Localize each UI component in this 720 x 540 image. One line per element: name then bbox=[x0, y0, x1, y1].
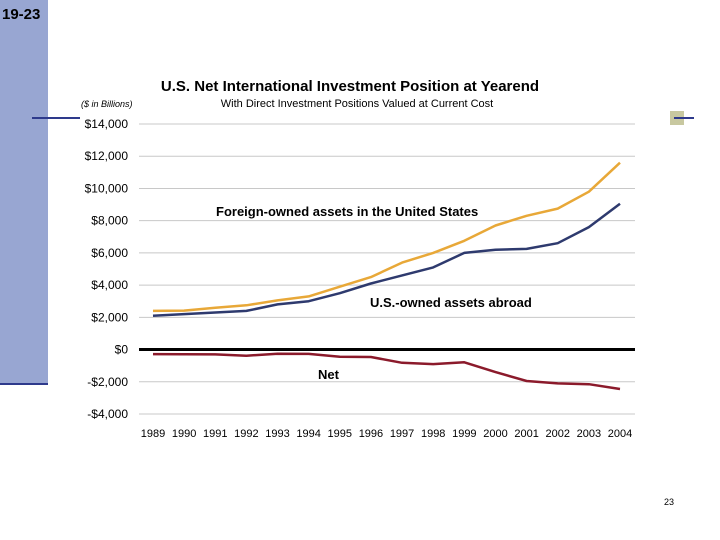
x-tick-label: 1998 bbox=[421, 428, 445, 440]
y-tick-label: -$4,000 bbox=[87, 407, 128, 421]
series-line-u-s-owned-assets-abroad bbox=[152, 202, 621, 317]
y-tick-label: $12,000 bbox=[85, 149, 129, 163]
x-tick-label: 1992 bbox=[234, 428, 258, 440]
y-tick-label: $4,000 bbox=[91, 278, 128, 292]
y-tick-label: $8,000 bbox=[91, 214, 128, 228]
y-tick-label: $2,000 bbox=[91, 310, 128, 324]
y-axis-label: ($ in Billions) bbox=[81, 99, 133, 109]
annotation-foreign-owned: Foreign-owned assets in the United State… bbox=[216, 204, 478, 219]
y-tick-label: $6,000 bbox=[91, 246, 128, 260]
x-tick-label: 2002 bbox=[545, 428, 569, 440]
x-tick-label: 2003 bbox=[577, 428, 601, 440]
x-tick-label: 2000 bbox=[483, 428, 507, 440]
x-tick-label: 1996 bbox=[359, 428, 383, 440]
x-tick-label: 1995 bbox=[328, 428, 352, 440]
x-tick-label: 1993 bbox=[265, 428, 289, 440]
annotation-net: Net bbox=[318, 367, 340, 382]
left-decorative-tick bbox=[32, 117, 80, 119]
chart-title: U.S. Net International Investment Positi… bbox=[161, 78, 539, 95]
x-tick-label: 2004 bbox=[608, 428, 632, 440]
page-number: 23 bbox=[664, 497, 675, 507]
x-tick-label: 1990 bbox=[172, 428, 196, 440]
series-line-foreign-owned-assets-in-the-united-states bbox=[152, 161, 621, 313]
sidebar-rule bbox=[0, 383, 48, 385]
y-tick-label: -$2,000 bbox=[87, 375, 128, 389]
x-tick-label: 1997 bbox=[390, 428, 414, 440]
x-tick-label: 1994 bbox=[296, 428, 320, 440]
x-tick-label: 2001 bbox=[514, 428, 538, 440]
annotation-us-owned: U.S.-owned assets abroad bbox=[370, 295, 532, 310]
slide-label: 19-23 bbox=[2, 6, 41, 23]
x-tick-label: 1991 bbox=[203, 428, 227, 440]
series-line-net bbox=[152, 352, 621, 391]
chart-subtitle: With Direct Investment Positions Valued … bbox=[221, 98, 493, 110]
x-tick-label: 1999 bbox=[452, 428, 476, 440]
y-tick-label: $0 bbox=[115, 343, 129, 357]
sidebar-band bbox=[0, 0, 48, 385]
y-tick-label: $10,000 bbox=[85, 181, 129, 195]
x-tick-label: 1989 bbox=[141, 428, 165, 440]
y-tick-label: $14,000 bbox=[85, 117, 129, 131]
right-decorative-tick bbox=[674, 117, 694, 119]
